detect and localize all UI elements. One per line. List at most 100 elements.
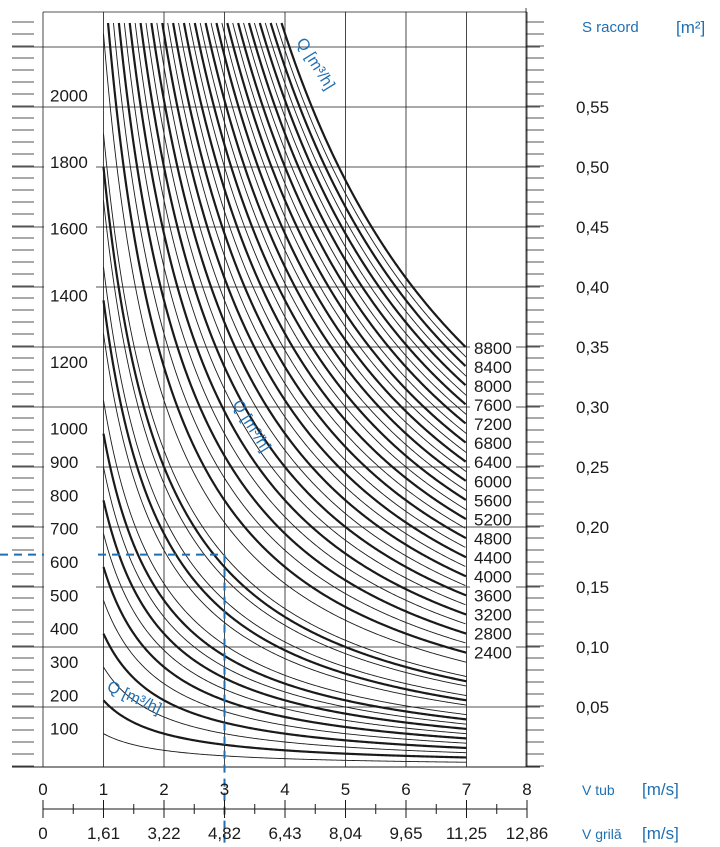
right-axis-tick-label: 0,05 [576, 698, 609, 717]
curve-bold [117, 22, 467, 635]
curve-thin [210, 22, 467, 473]
q-label-bg [470, 585, 516, 603]
vtub-tick-label: 0 [38, 780, 47, 799]
q-value-label: 7600 [474, 396, 512, 415]
curve-thin [103, 466, 467, 725]
left-label-bg [44, 619, 96, 639]
q-label-bg [470, 376, 516, 394]
q-value-label: 2800 [474, 625, 512, 644]
curve-thin [188, 22, 467, 511]
curve-bold [102, 300, 467, 702]
curve-bold [204, 22, 467, 482]
vtub-tick-label: 7 [462, 780, 471, 799]
q-value-label: 5600 [474, 491, 512, 510]
curve-label-top: Q [m³/h] [293, 35, 338, 93]
vtub-ticks: 0 1 2 3 4 5 6 7 8 [38, 780, 531, 799]
left-label-bg [44, 686, 96, 706]
right-axis-tick-label: 0,25 [576, 458, 609, 477]
vtub-axis-label: V tub [582, 782, 615, 798]
left-label-bg [44, 286, 96, 306]
right-axis-tick-label: 0,30 [576, 398, 609, 417]
curve-thin [103, 266, 467, 697]
curve-thin [199, 22, 467, 492]
curve-bold [247, 22, 467, 406]
q-value-label: 6800 [474, 434, 512, 453]
curve-bold [139, 22, 467, 597]
right-axis-tick-label: 0,10 [576, 638, 609, 657]
left-scale-label: 900 [50, 453, 78, 472]
q-label-bg [470, 337, 516, 355]
left-scale-label: 100 [50, 720, 78, 739]
curves [102, 22, 467, 763]
curve-thin [253, 22, 467, 396]
curve-bold [128, 22, 467, 616]
q-value-label: 4400 [474, 548, 512, 567]
curve-thin [103, 533, 467, 735]
q-label-bg [470, 357, 516, 374]
vgrila-ticks: 0 1,61 3,22 4,82 6,43 8,04 9,65 11,25 12,86 [38, 800, 548, 843]
q-value-label: 8800 [474, 339, 512, 358]
curve-thin [113, 22, 466, 644]
curve-thin [275, 22, 467, 358]
vgrila-tick-label: 9,65 [389, 824, 422, 843]
vgrila-tick-label: 3,22 [147, 824, 180, 843]
vtub-tick-label: 6 [401, 780, 410, 799]
vgrila-tick-label: 12,86 [506, 824, 549, 843]
vtub-tick-label: 4 [280, 780, 289, 799]
example-guide [0, 553, 226, 845]
right-axis-tick-label: 0,20 [576, 518, 609, 537]
left-scale-label: 400 [50, 620, 78, 639]
vtub-tick-label: 1 [99, 780, 108, 799]
left-scale-label: 700 [50, 520, 78, 539]
curve-thin [221, 22, 467, 453]
curve-thin [167, 22, 466, 548]
q-label-bg [470, 452, 516, 470]
curve-bold [172, 22, 467, 540]
curve-thin [103, 733, 467, 763]
curve-thin [156, 22, 466, 567]
right-axis-tick-label: 0,45 [576, 218, 609, 237]
curve-thin [103, 666, 467, 754]
left-scale-label: 1600 [50, 220, 88, 239]
curve-thin [243, 22, 467, 415]
vgrila-tick-label: 11,25 [446, 824, 487, 843]
curve-bold [182, 22, 467, 520]
vgrila-tick-label: 8,04 [329, 824, 362, 843]
left-label-bg [44, 419, 96, 439]
vgrila-tick-label: 0 [38, 824, 47, 843]
left-label-bg [44, 553, 96, 572]
q-label-bg [470, 528, 516, 546]
left-scale-label: 1800 [50, 153, 88, 172]
right-axis-tick-label: 0,40 [576, 278, 609, 297]
curve-thin [232, 22, 467, 434]
right-axis-tick-label: 0,35 [576, 338, 609, 357]
q-label-bg [470, 623, 516, 641]
curve-thin [178, 22, 466, 529]
left-scale-label: 200 [50, 686, 78, 705]
curve-thin [134, 22, 466, 606]
q-label-bg [470, 566, 516, 584]
curve-bold [226, 22, 467, 444]
curve-thin [264, 22, 467, 377]
vgrila-axis-label: V grilă [582, 826, 622, 842]
left-scale-label: 500 [50, 586, 78, 605]
vgrila-axis-unit: [m/s] [642, 824, 679, 843]
curve-bold [215, 22, 467, 463]
left-label-bg [44, 586, 96, 606]
curve-bold [102, 166, 467, 683]
q-value-label: 5200 [474, 510, 512, 529]
q-value-label: 7200 [474, 415, 512, 434]
curve-bold [280, 22, 467, 348]
curve-bold [193, 22, 467, 501]
curve-bold [258, 22, 467, 387]
q-value-label: 2400 [474, 644, 512, 663]
left-scale-label: 300 [50, 653, 78, 672]
left-scale: 2000 1800 1600 1400 1200 1000 900 800 700 600 500 4… [44, 86, 96, 739]
left-label-bg [44, 486, 96, 506]
left-label-bg [44, 353, 96, 372]
q-value-label: 6400 [474, 453, 512, 472]
vtub-tick-label: 5 [341, 780, 350, 799]
curve-bold [106, 22, 467, 654]
curve-bold [102, 433, 467, 721]
